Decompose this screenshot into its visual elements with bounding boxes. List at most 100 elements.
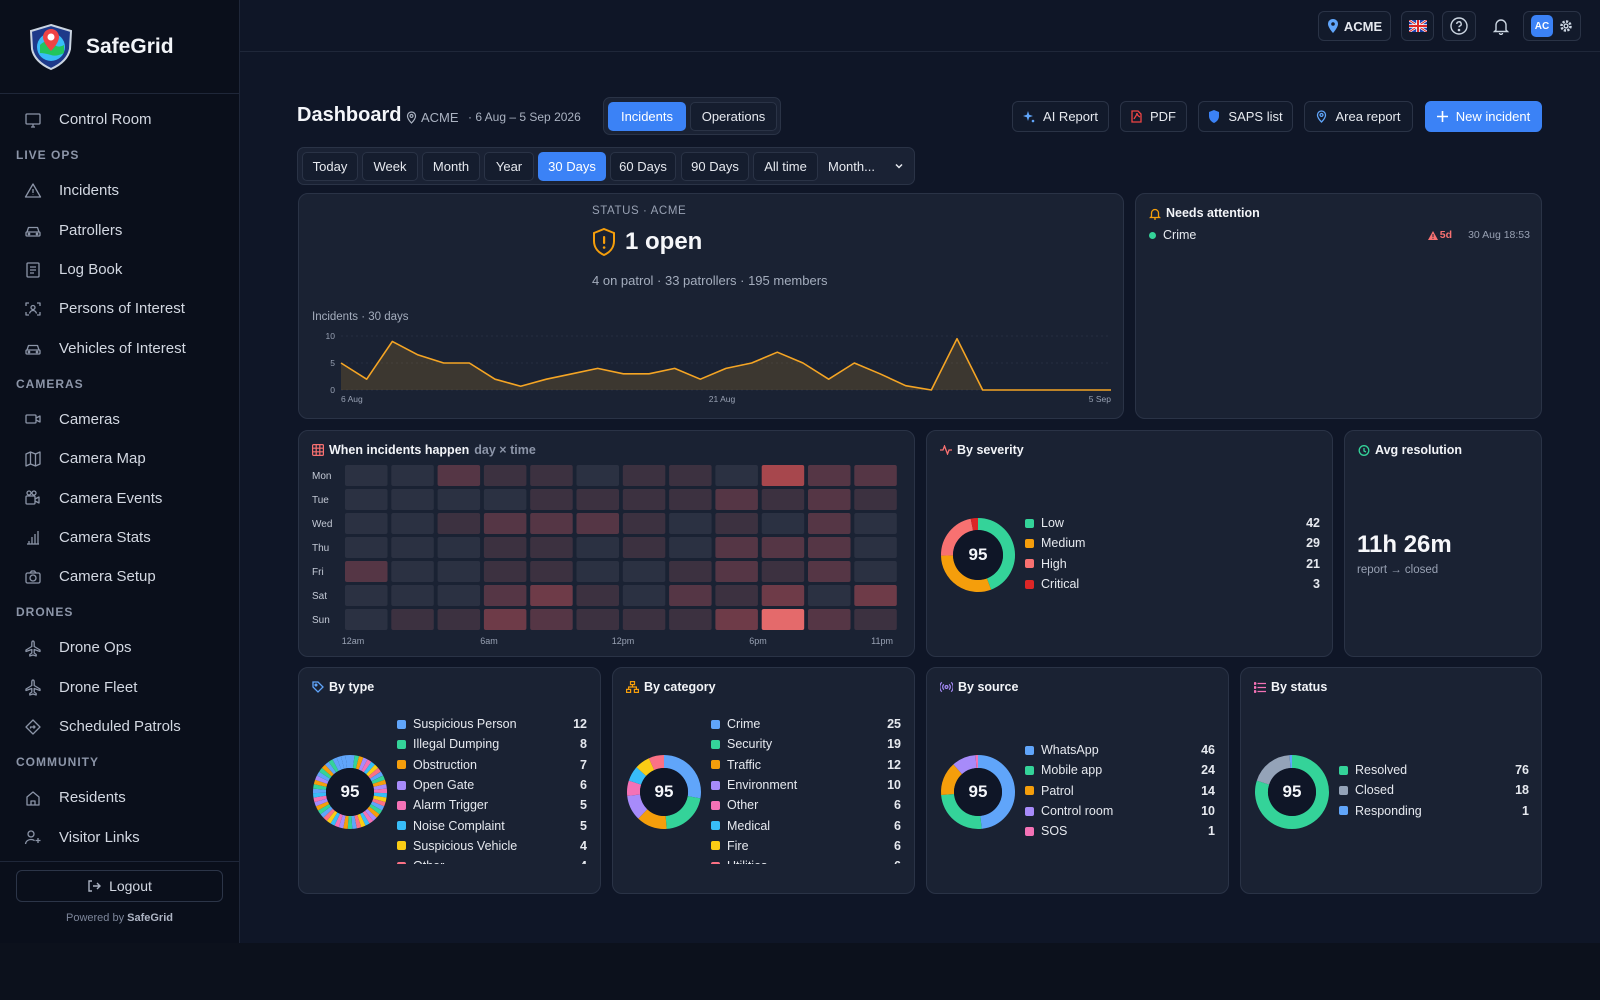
sidebar-item-scheduled-patrols[interactable]: Scheduled Patrols bbox=[0, 707, 239, 746]
range-30-days[interactable]: 30 Days bbox=[538, 152, 606, 181]
range-today[interactable]: Today bbox=[302, 152, 358, 181]
legend-item[interactable]: Control room 10 bbox=[1025, 801, 1215, 821]
legend-label: Low bbox=[1041, 516, 1064, 531]
legend-item[interactable]: Other 4 bbox=[397, 856, 587, 864]
donut-hole bbox=[954, 768, 1002, 816]
sidebar-footer: Logout Powered by SafeGrid bbox=[0, 861, 239, 943]
sidebar-item-vehicles-of-interest[interactable]: Vehicles of Interest bbox=[0, 328, 239, 367]
notifications-button[interactable] bbox=[1484, 11, 1518, 41]
legend-item[interactable]: Obstruction 7 bbox=[397, 755, 587, 775]
legend-item[interactable]: Suspicious Person 12 bbox=[397, 714, 587, 734]
sidebar-item-label: Scheduled Patrols bbox=[59, 718, 181, 735]
data-point bbox=[365, 378, 368, 381]
sidebar-item-residents[interactable]: Residents bbox=[0, 778, 239, 817]
heatmap-x-tick: 11pm bbox=[871, 636, 893, 646]
logout-button[interactable]: Logout bbox=[16, 870, 223, 902]
legend-item[interactable]: Responding 1 bbox=[1339, 801, 1529, 821]
sidebar-item-persons-of-interest[interactable]: Persons of Interest bbox=[0, 289, 239, 328]
legend-value: 1 bbox=[1208, 824, 1215, 839]
sidebar-item-camera-events[interactable]: Camera Events bbox=[0, 478, 239, 517]
legend-item[interactable]: Alarm Trigger 5 bbox=[397, 795, 587, 815]
heatmap-row-label: Wed bbox=[312, 519, 332, 530]
range-all-time[interactable]: All time bbox=[753, 152, 818, 181]
legend-item[interactable]: Illegal Dumping 8 bbox=[397, 734, 587, 754]
legend-item[interactable]: Patrol 14 bbox=[1025, 781, 1215, 801]
legend-item[interactable]: WhatsApp 46 bbox=[1025, 740, 1215, 760]
legend-item[interactable]: Mobile app 24 bbox=[1025, 760, 1215, 780]
severity-header: By severity bbox=[940, 443, 1024, 457]
user-menu[interactable]: AC bbox=[1523, 11, 1581, 41]
grid-icon bbox=[312, 444, 324, 456]
range-60-days[interactable]: 60 Days bbox=[610, 152, 676, 181]
donut-slice bbox=[368, 767, 381, 779]
legend-item[interactable]: Noise Complaint 5 bbox=[397, 815, 587, 835]
legend-item[interactable]: High 21 bbox=[1025, 554, 1320, 574]
language-button[interactable] bbox=[1401, 11, 1434, 41]
tab-incidents[interactable]: Incidents bbox=[608, 102, 686, 131]
sidebar-item-log-book[interactable]: Log Book bbox=[0, 250, 239, 289]
month-select[interactable]: Month... bbox=[822, 152, 910, 181]
brand[interactable]: SafeGrid bbox=[0, 0, 239, 94]
donut-slice bbox=[362, 810, 374, 824]
range-week[interactable]: Week bbox=[362, 152, 418, 181]
pdf-button[interactable]: PDF bbox=[1120, 101, 1187, 132]
legend-value: 6 bbox=[580, 778, 587, 793]
legend-item[interactable]: SOS 1 bbox=[1025, 821, 1215, 841]
data-point bbox=[647, 372, 650, 375]
sidebar-item-incidents[interactable]: Incidents bbox=[0, 171, 239, 210]
org-switcher[interactable]: ACME bbox=[1318, 11, 1391, 41]
ai-report-button[interactable]: AI Report bbox=[1012, 101, 1109, 132]
saps-list-button[interactable]: SAPS list bbox=[1198, 101, 1293, 132]
range-90-days[interactable]: 90 Days bbox=[681, 152, 749, 181]
timer-icon bbox=[1358, 444, 1370, 456]
legend-item[interactable]: Resolved 76 bbox=[1339, 760, 1529, 780]
legend-item[interactable]: Crime 25 bbox=[711, 714, 901, 734]
sidebar-item-control-room[interactable]: Control Room bbox=[0, 100, 239, 139]
legend-value: 6 bbox=[894, 838, 901, 853]
legend-item[interactable]: Critical 3 bbox=[1025, 574, 1320, 594]
legend-item[interactable]: Other 6 bbox=[711, 795, 901, 815]
legend-item[interactable]: Closed 18 bbox=[1339, 780, 1529, 800]
sidebar-item-cameras[interactable]: Cameras bbox=[0, 400, 239, 439]
sidebar-item-camera-stats[interactable]: Camera Stats bbox=[0, 518, 239, 557]
legend-item[interactable]: Utilities 6 bbox=[711, 856, 901, 864]
severity-donut: 95 bbox=[939, 516, 1017, 594]
page-title: Dashboard bbox=[297, 104, 402, 126]
tab-operations[interactable]: Operations bbox=[690, 102, 777, 131]
range-year[interactable]: Year bbox=[484, 152, 534, 181]
sidebar-item-camera-map[interactable]: Camera Map bbox=[0, 439, 239, 478]
line-chart-title: Incidents · 30 days bbox=[312, 311, 409, 323]
by-source-title: By source bbox=[958, 680, 1019, 694]
legend-item[interactable]: Fire 6 bbox=[711, 836, 901, 856]
legend-item[interactable]: Open Gate 6 bbox=[397, 775, 587, 795]
donut-slice bbox=[317, 803, 331, 815]
nav-section-heading: LIVE OPS bbox=[16, 148, 80, 163]
donut-slice bbox=[315, 801, 330, 811]
legend-item[interactable]: Suspicious Vehicle 4 bbox=[397, 836, 587, 856]
legend-value: 12 bbox=[887, 757, 901, 772]
help-button[interactable] bbox=[1442, 11, 1476, 41]
new-incident-button[interactable]: New incident bbox=[1425, 101, 1542, 132]
attention-item[interactable]: Crime 5d 30 Aug 18:53 bbox=[1149, 226, 1530, 244]
sidebar-item-visitor-links[interactable]: Visitor Links bbox=[0, 817, 239, 856]
data-point bbox=[1109, 388, 1112, 391]
heatmap-cell bbox=[622, 609, 666, 630]
legend-item[interactable]: Medium 29 bbox=[1025, 533, 1320, 553]
sidebar-item-drone-fleet[interactable]: Drone Fleet bbox=[0, 668, 239, 707]
legend-swatch bbox=[1025, 786, 1034, 796]
legend-swatch bbox=[711, 780, 720, 790]
legend-swatch bbox=[397, 719, 406, 729]
area-report-button[interactable]: Area report bbox=[1304, 101, 1413, 132]
sidebar-item-camera-setup[interactable]: Camera Setup bbox=[0, 557, 239, 596]
broadcast-icon bbox=[940, 681, 953, 693]
sidebar-item-drone-ops[interactable]: Drone Ops bbox=[0, 628, 239, 667]
heatmap-cell bbox=[669, 609, 712, 630]
sidebar-item-patrollers[interactable]: Patrollers bbox=[0, 211, 239, 250]
legend-item[interactable]: Low 42 bbox=[1025, 513, 1320, 533]
legend-item[interactable]: Security 19 bbox=[711, 734, 901, 754]
heatmap-x-tick: 6pm bbox=[749, 636, 767, 646]
legend-item[interactable]: Environment 10 bbox=[711, 775, 901, 795]
legend-item[interactable]: Traffic 12 bbox=[711, 755, 901, 775]
legend-item[interactable]: Medical 6 bbox=[711, 815, 901, 835]
range-month[interactable]: Month bbox=[422, 152, 480, 181]
